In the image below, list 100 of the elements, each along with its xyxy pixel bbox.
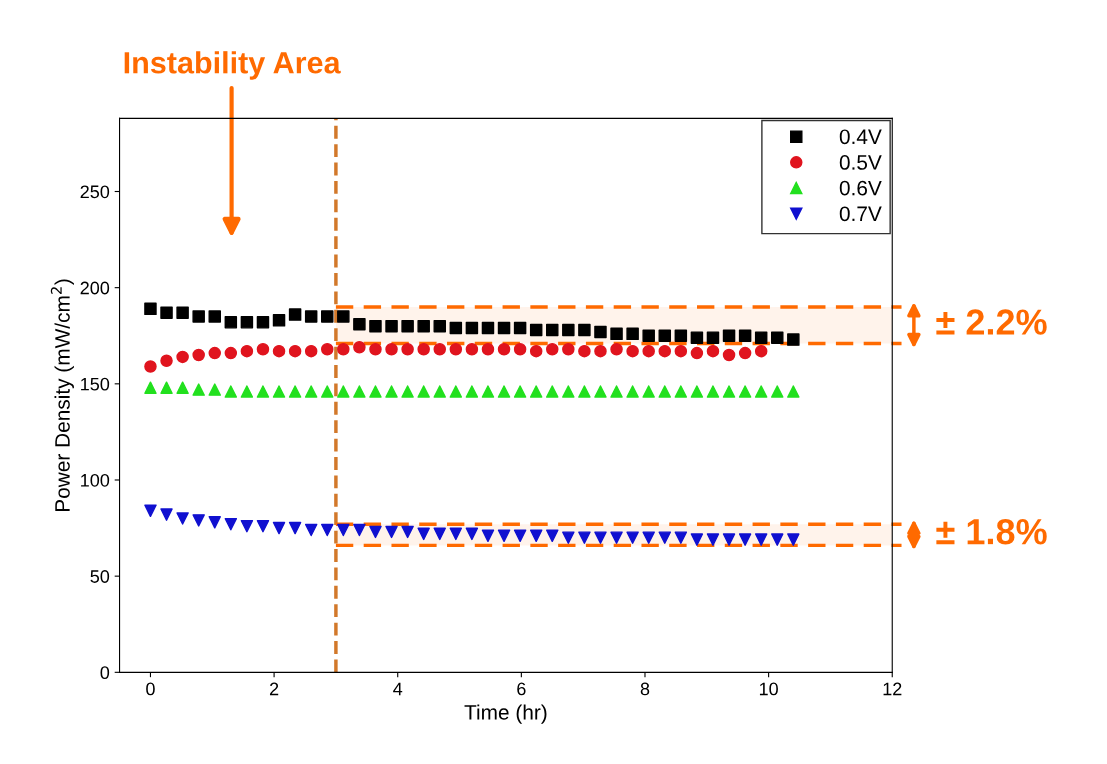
point [369, 385, 382, 398]
point [754, 533, 768, 546]
x-tick-label: 8 [640, 682, 650, 696]
y-tick-label: 100 [81, 473, 110, 487]
point [353, 523, 366, 537]
point [224, 517, 238, 531]
point [385, 319, 398, 333]
point [208, 310, 222, 323]
y-tick-label: 200 [80, 281, 110, 295]
point [626, 385, 639, 398]
point [674, 329, 688, 342]
point [385, 525, 398, 539]
point [304, 344, 318, 358]
point [771, 385, 784, 398]
point [337, 523, 350, 537]
point [401, 525, 414, 539]
point [144, 381, 157, 394]
point [224, 385, 238, 398]
point [337, 385, 350, 398]
y-tick-label: 50 [90, 570, 110, 583]
point [513, 385, 527, 398]
point [562, 385, 575, 398]
point [208, 383, 222, 396]
point [513, 321, 527, 335]
point [369, 319, 382, 333]
point [433, 527, 447, 541]
point [529, 344, 543, 358]
point [192, 514, 205, 527]
point [594, 385, 607, 398]
point [706, 331, 720, 344]
point [787, 385, 800, 398]
point [722, 385, 736, 398]
point [288, 344, 302, 358]
point [176, 381, 189, 394]
y-tick-label: 150 [81, 377, 110, 391]
point [192, 348, 205, 362]
point [433, 319, 447, 333]
point [658, 531, 672, 544]
point [610, 342, 623, 356]
point [272, 314, 286, 327]
point [176, 350, 189, 364]
point [353, 317, 366, 331]
point [144, 504, 157, 518]
y-tick-label: 250 [80, 185, 110, 199]
point [706, 344, 720, 358]
point [401, 342, 414, 356]
band-label: ± 1.8% [936, 518, 1047, 545]
point [529, 529, 543, 543]
point [449, 321, 463, 335]
x-tick-label: 0 [146, 682, 155, 696]
point [465, 342, 479, 356]
y-tick-label: 0 [100, 666, 110, 680]
point [546, 529, 559, 543]
point [256, 519, 270, 533]
point [144, 302, 157, 316]
point [337, 342, 350, 356]
point [208, 516, 222, 529]
point [738, 533, 752, 546]
point [465, 527, 479, 541]
point [658, 385, 672, 398]
y-axis-title: Power Density (mW/cm$^{2}$) [50, 279, 74, 512]
point [722, 329, 736, 342]
point [642, 385, 655, 398]
point [642, 531, 655, 544]
point [497, 342, 511, 356]
point [240, 519, 254, 533]
point [562, 531, 575, 544]
point [674, 385, 688, 398]
point [578, 323, 591, 337]
point [546, 323, 559, 337]
point [546, 342, 559, 356]
point [160, 306, 173, 319]
point [417, 319, 430, 333]
point [160, 354, 173, 368]
point [594, 325, 607, 339]
point [674, 531, 688, 544]
point [481, 529, 495, 543]
point [562, 323, 575, 337]
point [578, 344, 591, 358]
point [658, 329, 672, 342]
point [465, 321, 479, 335]
point [722, 533, 736, 546]
point [224, 346, 238, 360]
point [529, 323, 543, 337]
point [787, 333, 800, 346]
point [546, 385, 559, 398]
point [288, 308, 302, 321]
point [642, 344, 655, 358]
point [321, 342, 334, 356]
point [417, 527, 430, 541]
text: Instability Area [124, 51, 341, 80]
legend-label: 0.6V [839, 180, 882, 196]
point [481, 321, 495, 335]
point [610, 327, 623, 341]
point [626, 344, 639, 358]
point [369, 342, 382, 356]
point [144, 360, 157, 373]
point [192, 310, 205, 323]
point [272, 385, 286, 398]
point [321, 310, 334, 323]
